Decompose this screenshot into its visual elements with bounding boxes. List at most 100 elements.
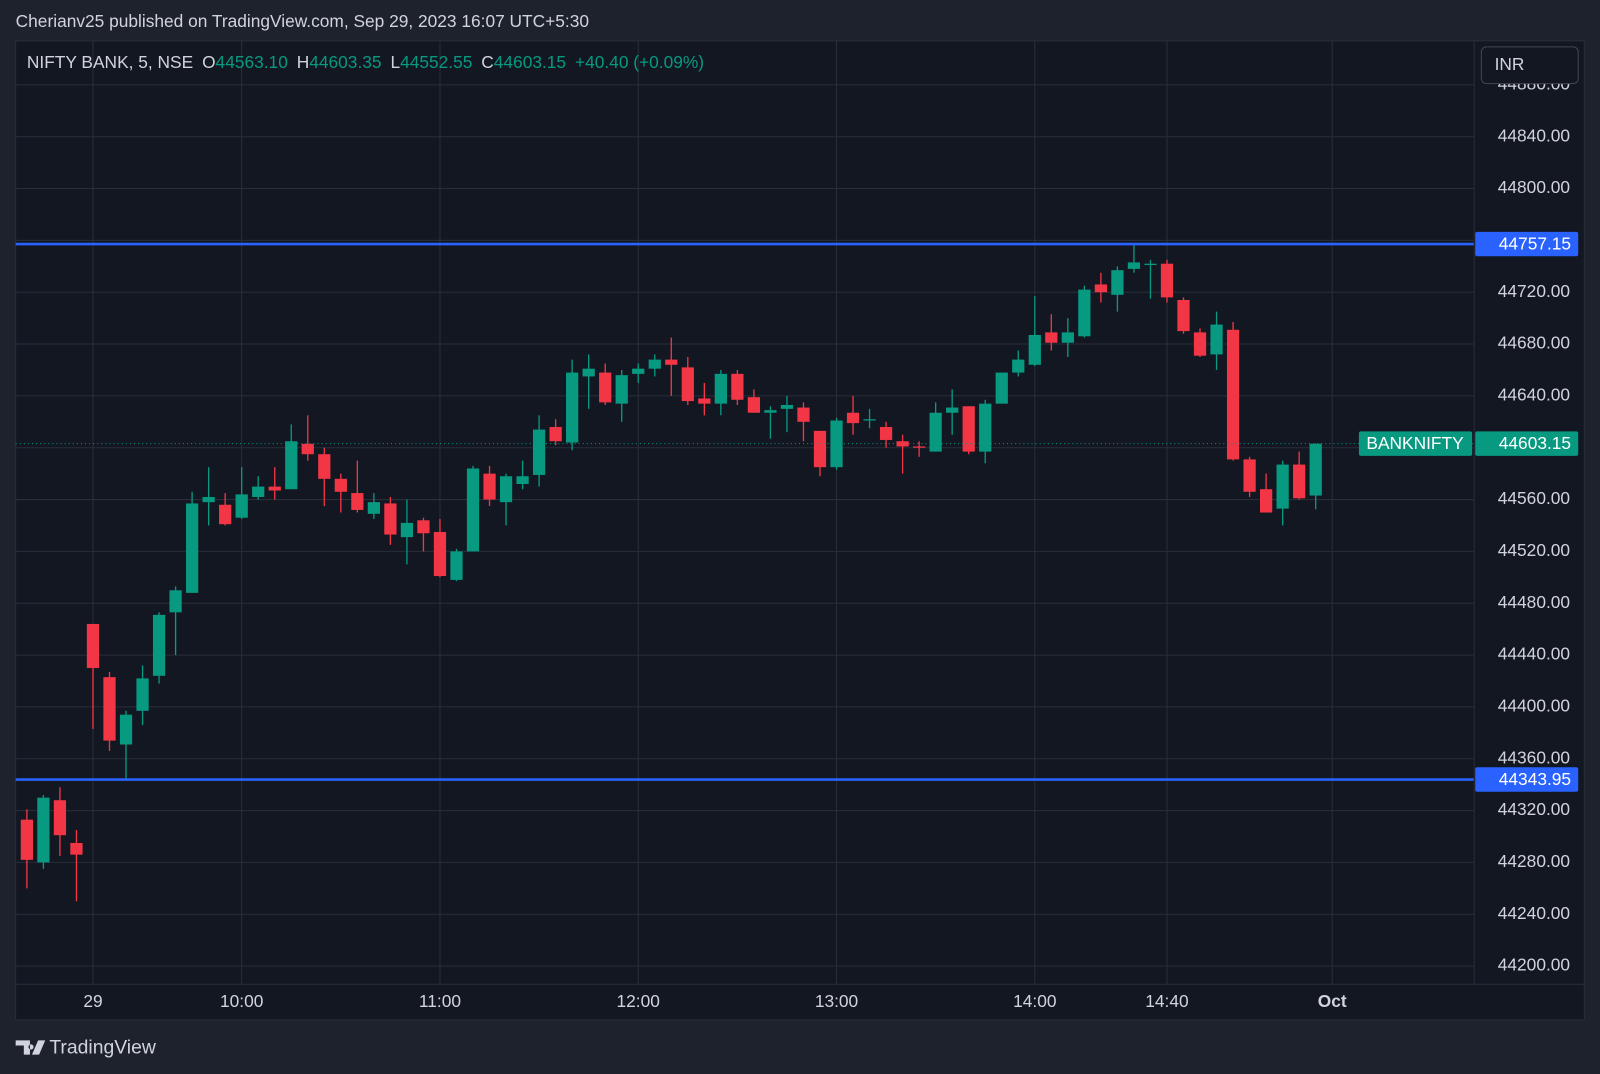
x-tick-label: Oct: [1318, 991, 1347, 1011]
symbol: NIFTY BANK, 5, NSE: [27, 52, 193, 72]
l-value: 44552.55: [400, 52, 472, 72]
candle-body: [119, 714, 133, 745]
candle-body: [400, 522, 414, 538]
last-price-label: 44603.15: [1499, 433, 1571, 453]
candle-body: [995, 372, 1008, 404]
candle-body: [70, 842, 83, 855]
y-tick-label: 44520.00: [1498, 540, 1570, 560]
candle-body: [384, 503, 397, 535]
candle-body: [1193, 332, 1207, 356]
candle-body: [549, 426, 562, 442]
candle-body: [1160, 263, 1174, 298]
candle-body: [979, 403, 992, 452]
candle-body: [813, 430, 827, 468]
price-label-box: [1475, 767, 1579, 792]
candle-body: [1226, 329, 1240, 460]
y-tick-label: 44840.00: [1498, 125, 1570, 145]
candle-body: [450, 551, 463, 580]
candle-body: [632, 368, 645, 374]
currency-button[interactable]: [1480, 46, 1579, 85]
candle-body: [532, 429, 546, 475]
candle-body: [1259, 489, 1273, 513]
candle-body: [334, 478, 347, 492]
candle-body: [1243, 459, 1256, 492]
o-label: O: [202, 52, 215, 72]
candle-body: [351, 493, 364, 510]
candle-body: [252, 486, 265, 497]
brand-logo: [15, 1040, 46, 1055]
candle-body: [714, 373, 727, 404]
candle-body: [780, 404, 794, 409]
candle-body: [681, 367, 694, 402]
y-tick-label: 44400.00: [1498, 695, 1570, 715]
candle-body: [946, 407, 959, 413]
x-tick-label: 11:00: [419, 991, 461, 1011]
candle-body: [483, 473, 496, 500]
y-tick-label: 44360.00: [1498, 747, 1570, 767]
y-tick-label: 44240.00: [1498, 903, 1570, 923]
last-price-name-box: [1358, 431, 1473, 456]
h-label: H: [297, 52, 310, 72]
candle-body: [235, 494, 248, 518]
candle-body: [37, 797, 50, 863]
y-tick-label: 44480.00: [1498, 592, 1570, 612]
x-tick-label: 13:00: [815, 991, 858, 1011]
candle-body: [863, 419, 876, 421]
y-tick-label: 44280.00: [1498, 851, 1570, 871]
y-tick-label: 44200.00: [1498, 955, 1570, 975]
candle-body: [599, 372, 612, 403]
h-value: 44603.35: [309, 52, 381, 72]
l-label: L: [390, 52, 400, 72]
candle-body: [1028, 334, 1041, 365]
c-value: 44603.15: [494, 52, 566, 72]
candle-body: [136, 678, 149, 711]
labels: 44200.00 44240.00 44280.00 44320.00 44360.00…: [83, 73, 1579, 1011]
change: +40.40 (+0.09%): [575, 52, 704, 72]
candle-body: [1061, 332, 1074, 343]
y-tick-label: 44440.00: [1498, 644, 1570, 664]
price-label-box: [1475, 231, 1579, 257]
marks: [15, 242, 1475, 902]
candle-body: [582, 368, 595, 377]
candle-body: [367, 502, 380, 514]
candle-body: [896, 441, 909, 447]
brand: TradingView: [49, 1037, 157, 1059]
y-tick-label: 44560.00: [1498, 488, 1570, 508]
candle-body: [747, 397, 761, 413]
candle-body: [879, 426, 893, 440]
y-tick-label: 44720.00: [1498, 281, 1570, 301]
x-tick-label: 14:40: [1145, 991, 1188, 1011]
candle-body: [1309, 443, 1322, 496]
candle-body: [1144, 263, 1157, 265]
currency-label[interactable]: INR: [1495, 54, 1525, 74]
candle-body: [185, 503, 199, 593]
candle-body: [1111, 270, 1124, 295]
candle-body: [516, 476, 529, 485]
candle-body: [1177, 299, 1190, 332]
candle-body: [417, 520, 430, 534]
publisher: Cherianv25 published on TradingView.com,…: [16, 11, 589, 31]
candle-body: [929, 412, 942, 452]
candle-body: [698, 398, 711, 404]
x-tick-label: 10:00: [220, 991, 263, 1011]
y-tick-label: 44640.00: [1498, 384, 1570, 404]
o-value: 44563.10: [216, 52, 288, 72]
x-tick-label: 14:00: [1013, 991, 1056, 1011]
candle-body: [285, 441, 298, 490]
candle-body: [665, 359, 678, 365]
candle-body: [466, 468, 480, 552]
candle-body: [103, 677, 116, 741]
candle-body: [962, 406, 975, 452]
candle-body: [566, 372, 579, 443]
x-tick-label: 12:00: [617, 991, 660, 1011]
candle-body: [219, 504, 232, 525]
candle-body: [169, 590, 182, 613]
c-label: C: [481, 52, 494, 72]
candle-body: [1078, 289, 1091, 337]
candle-body: [1293, 464, 1306, 499]
candle-body: [301, 443, 314, 455]
candle-body: [913, 446, 926, 448]
candle-body: [1094, 284, 1108, 293]
price-label: 44757.15: [1499, 234, 1571, 254]
